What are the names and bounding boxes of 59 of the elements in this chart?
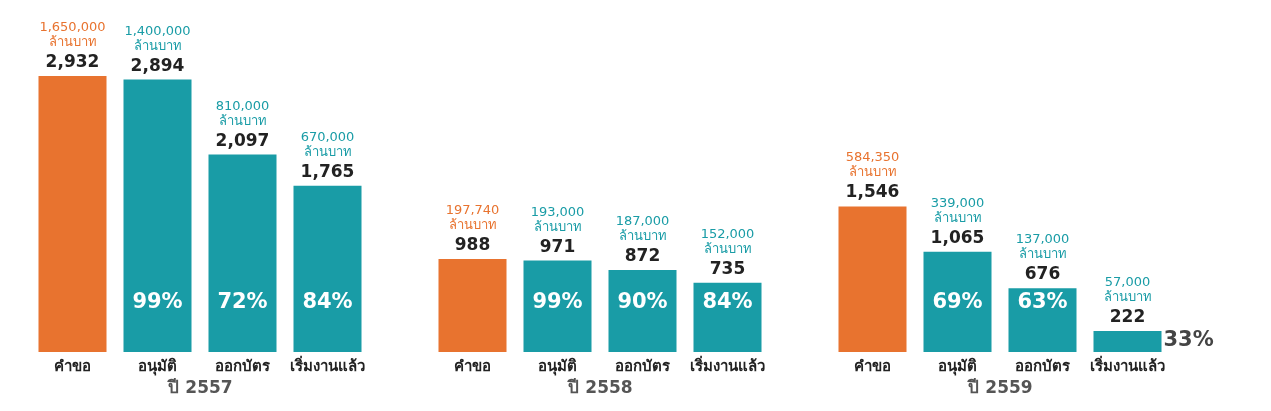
annotation: 72% (217, 289, 268, 313)
data-label: 676 (1024, 263, 1061, 284)
data-label: 971 (539, 235, 576, 256)
annotation: 99% (532, 289, 583, 313)
annotation: 69% (932, 289, 983, 313)
x-tick-label: ออกบัตร (615, 356, 671, 375)
bar (438, 259, 507, 352)
data-label: 1,065 (930, 226, 985, 247)
x-tick-label: คำขอ (854, 356, 891, 375)
x-tick-label: คำขอ (54, 356, 91, 375)
data-label: 1,765 (300, 160, 355, 181)
x-tick-label: เริ่มงานแล้ว (690, 354, 765, 375)
annotation: 339,000 ล้านบาท (930, 194, 985, 225)
bar (923, 251, 992, 352)
annotation: 33% (1163, 327, 1214, 351)
annotation: 90% (617, 289, 668, 313)
data-label: 2,097 (215, 129, 270, 150)
text: 1,400,000 ล้านบาท (124, 22, 191, 53)
text: 187,000 ล้านบาท (615, 212, 670, 243)
data-label: 735 (709, 257, 746, 278)
text: 1,650,000 ล้านบาท (39, 19, 106, 49)
x-axis-title: ปี 2559 (967, 376, 1033, 397)
bar (523, 260, 592, 352)
x-tick-label: คำขอ (454, 356, 491, 375)
x-tick-label: เริ่มงานแล้ว (290, 354, 365, 375)
bar (1008, 288, 1077, 352)
bar (293, 185, 362, 352)
bar (123, 79, 192, 352)
data-label: 988 (454, 234, 491, 254)
x-tick-label: ออกบัตร (215, 356, 271, 375)
annotation: 84% (702, 289, 753, 313)
x-tick-label: อนุมัติ (138, 356, 177, 376)
data-label: 2,932 (45, 51, 100, 71)
x-tick-label: ออกบัตร (1015, 356, 1071, 375)
annotation: 810,000 ล้านบาท (215, 97, 270, 128)
x-axis-title: ปี 2558 (567, 376, 633, 397)
annotation: 99% (132, 289, 183, 313)
text: 193,000 ล้านบาท (530, 203, 585, 234)
annotation: 670,000 ล้านบาท (300, 128, 355, 159)
x-tick-label: อนุมัติ (938, 356, 977, 376)
bar (38, 76, 107, 352)
data-label: 1,546 (845, 181, 900, 202)
data-label: 2,894 (130, 54, 185, 75)
bar (208, 154, 277, 352)
x-axis-title: ปี 2557 (167, 376, 233, 397)
annotation: 84% (302, 289, 353, 313)
text: 152,000 ล้านบาท (700, 225, 755, 256)
annotation: 137,000 ล้านบาท (1015, 231, 1070, 262)
bar (608, 269, 677, 352)
bar (1093, 331, 1162, 352)
bar (838, 206, 907, 352)
x-tick-label: เริ่มงานแล้ว (1090, 354, 1165, 375)
x-tick-label: อนุมัติ (538, 356, 577, 376)
text: 197,740 ล้านบาท (445, 202, 500, 232)
data-label: 872 (624, 244, 661, 265)
annotation: 57,000 ล้านบาท (1103, 274, 1152, 305)
data-label: 222 (1109, 306, 1146, 327)
annotation: 63% (1017, 289, 1068, 313)
text: 584,350 ล้านบาท (845, 149, 900, 180)
